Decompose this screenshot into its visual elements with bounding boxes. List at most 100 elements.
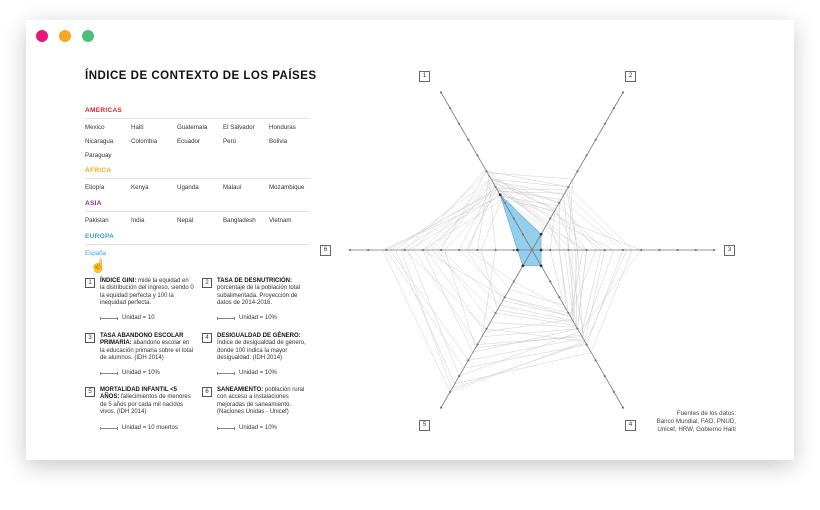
indicator-text: población rural con acceso a instalacion…: [217, 387, 305, 415]
country-india[interactable]: India: [131, 217, 145, 224]
country-peru[interactable]: Perú: [223, 138, 237, 145]
indicator-description: TASA ABANDONO ESCOLAR PRIMARIA: abandono…: [100, 333, 195, 362]
indicator-text: abandono escolar en la educación primari…: [100, 340, 194, 361]
axis-tick: [503, 201, 506, 204]
highlight-point: [498, 193, 502, 197]
country-mexico[interactable]: Mexico: [85, 124, 105, 131]
axis-label-1: 1: [419, 71, 430, 82]
indicator-description: ÍNDICE GINI: mide la equidad en la distr…: [100, 278, 195, 307]
region-africa: ÁFRICA Etiopía Kenya Uganda Malauí Mozam…: [85, 167, 310, 191]
country-paraguay[interactable]: Paraguay: [85, 152, 112, 159]
axis-tick: [603, 248, 606, 252]
hand-cursor-icon: ☝: [90, 258, 107, 273]
country-series-polygon: [386, 189, 624, 369]
country-pakistan[interactable]: Pakistan: [85, 217, 109, 224]
axis-tick: [367, 248, 370, 252]
region-name: AMERICAS: [85, 107, 123, 114]
country-list: España: [85, 250, 310, 257]
axis-tick: [558, 296, 561, 299]
axis-label-5: 5: [419, 420, 430, 431]
indicator-description: SANEAMIENTO: población rural con acceso …: [217, 387, 312, 416]
country-kenya[interactable]: Kenya: [131, 184, 149, 191]
unit-scale-icon: [100, 426, 118, 430]
country-haiti[interactable]: Haití: [131, 124, 144, 131]
app-window: [26, 20, 794, 460]
country-honduras[interactable]: Honduras: [269, 124, 296, 131]
country-series-polygon: [389, 188, 584, 361]
maximize-dot[interactable]: [82, 30, 94, 42]
page-title: ÍNDICE DE CONTEXTO DE LOS PAÍSES: [85, 70, 317, 82]
unit-label: Unidad = 10: [122, 315, 155, 321]
region-name: ÁFRICA: [85, 167, 112, 174]
indicator-number: 6: [202, 387, 212, 397]
indicator-unit: Unidad = 10%: [217, 370, 277, 376]
axis-tick: [567, 185, 570, 189]
axis-tick: [512, 280, 515, 283]
country-mozambique[interactable]: Mozambique: [269, 184, 305, 191]
axis-tick: [558, 201, 561, 204]
axis-tick: [585, 248, 588, 252]
close-dot[interactable]: [36, 30, 48, 42]
axis-tick: [658, 248, 661, 252]
axis-tick: [567, 248, 570, 252]
axis-tick: [385, 248, 388, 252]
unit-label: Unidad = 10 muertos: [122, 425, 178, 431]
indicator-title: MORTALIDAD INFANTIL <5 AÑOS:: [100, 387, 177, 401]
unit-scale-icon: [217, 426, 235, 430]
sources-line: Unicef, HRW, Gobierno Haití: [657, 426, 736, 433]
indicator-title: ÍNDICE GINI:: [100, 278, 137, 284]
indicator-description: TASA DE DESNUTRICIÓN: porcentaje de la p…: [217, 278, 312, 307]
axis-tick: [603, 122, 606, 126]
unit-label: Unidad = 10%: [122, 370, 160, 376]
country-bolivia[interactable]: Bolivia: [269, 138, 288, 145]
highlight-point: [521, 264, 525, 268]
country-guatemala[interactable]: Guatemala: [177, 124, 208, 131]
country-nepal[interactable]: Nepal: [177, 217, 194, 224]
axis-tick: [621, 248, 625, 252]
region-name: EUROPA: [85, 233, 115, 240]
axis-tick: [576, 327, 579, 330]
axis-tick: [439, 91, 443, 94]
axis-tick: [458, 374, 461, 378]
divider: [85, 118, 310, 119]
sources-line: Banco Mundial, FAO, PNUD,: [656, 418, 736, 425]
indicator-number: 4: [202, 333, 212, 343]
unit-scale-icon: [217, 371, 235, 375]
country-el-salvador[interactable]: El Salvador: [223, 124, 255, 131]
indicator-unit: Unidad = 10 muertos: [100, 425, 178, 431]
country-nicaragua[interactable]: Nicaragua: [85, 138, 114, 145]
country-colombia[interactable]: Colombia: [131, 138, 158, 145]
country-vietnam[interactable]: Vietnam: [269, 217, 292, 224]
axis-tick: [612, 107, 616, 110]
axis-tick: [512, 217, 515, 220]
indicator-text: porcentaje de la población total subalim…: [217, 285, 301, 306]
country-uganda[interactable]: Uganda: [177, 184, 199, 191]
country-espana[interactable]: España: [85, 250, 106, 257]
indicator-description: DESIGUALDAD DE GÉNERO: Índice de desigua…: [217, 333, 312, 362]
axis-tick: [485, 170, 488, 173]
axis-tick: [676, 248, 679, 252]
country-etiopia[interactable]: Etiopía: [85, 184, 105, 191]
region-europa: EUROPA España: [85, 233, 310, 257]
region-americas: AMERICAS Mexico Haití Guatemala El Salva…: [85, 107, 310, 159]
axis-tick: [439, 406, 443, 409]
axis-label-6: 6: [320, 245, 331, 256]
axis-tick: [476, 343, 479, 346]
region-name: ASIA: [85, 200, 102, 207]
minimize-dot[interactable]: [59, 30, 71, 42]
unit-scale-icon: [100, 316, 118, 320]
indicator-unit: Unidad = 10%: [217, 315, 277, 321]
indicator-number: 2: [202, 278, 212, 288]
axis-tick: [467, 359, 470, 362]
indicator-title: TASA ABANDONO ESCOLAR PRIMARIA:: [100, 333, 184, 347]
axis-tick: [712, 248, 716, 252]
indicator-6: 6 SANEAMIENTO: población rural con acces…: [202, 387, 312, 433]
country-ecuador[interactable]: Ecuador: [177, 138, 201, 145]
axis-tick: [585, 154, 588, 157]
divider: [85, 244, 310, 245]
unit-scale-icon: [100, 371, 118, 375]
country-malaui[interactable]: Malauí: [223, 184, 242, 191]
axis-tick: [494, 185, 497, 189]
region-asia: ASIA Pakistan India Nepal Bangladesh Vie…: [85, 200, 310, 224]
country-bangladesh[interactable]: Bangladesh: [223, 217, 256, 224]
